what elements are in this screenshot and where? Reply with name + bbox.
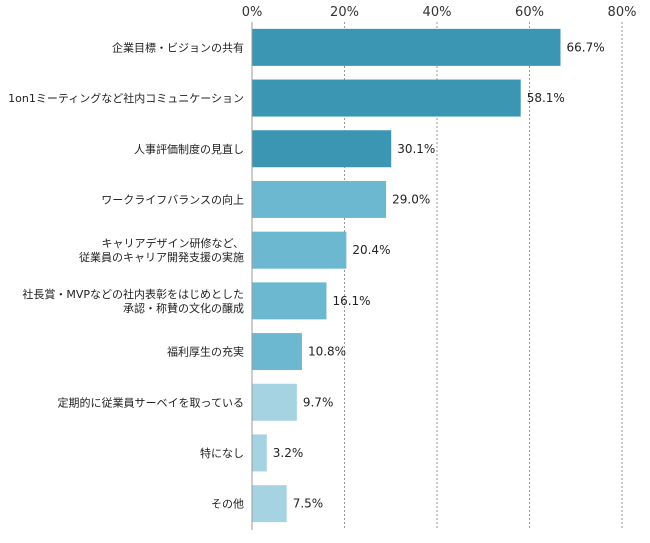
value-label: 3.2% xyxy=(273,446,304,460)
x-tick-label: 40% xyxy=(423,5,452,20)
value-label: 20.4% xyxy=(352,243,390,257)
value-label: 16.1% xyxy=(332,294,370,308)
bar xyxy=(252,28,561,66)
x-tick-label: 60% xyxy=(515,5,544,20)
x-axis-ticks: 0% 20% 40% 60% 80% xyxy=(242,5,637,20)
value-label: 58.1% xyxy=(527,91,565,105)
category-label: 特になし xyxy=(200,446,244,460)
value-label: 9.7% xyxy=(303,395,334,409)
value-label: 29.0% xyxy=(392,192,430,206)
category-label: 定期的に従業員サーベイを取っている xyxy=(58,395,244,409)
category-labels: 企業目標・ビジョンの共有 1on1ミーティングなど社内コミュニケーション人事評価制… xyxy=(8,40,244,510)
bar xyxy=(252,180,387,218)
x-tick-label: 20% xyxy=(330,5,359,20)
category-label: 承認・称賛の文化の醸成 xyxy=(123,301,244,315)
bar xyxy=(252,282,327,320)
category-label: ワークライフバランスの向上 xyxy=(101,192,244,206)
bar xyxy=(252,79,521,117)
value-label: 10.8% xyxy=(308,345,346,359)
bar xyxy=(252,485,287,523)
category-label: 福利厚生の充実 xyxy=(167,345,244,359)
value-label: 30.1% xyxy=(397,142,435,156)
category-label: 企業目標・ビジョンの共有 xyxy=(112,40,244,54)
bar xyxy=(252,333,302,371)
x-tick-label: 0% xyxy=(242,5,263,20)
x-tick-label: 80% xyxy=(608,5,637,20)
category-label: 1on1ミーティングなど社内コミュニケーション xyxy=(8,91,244,105)
category-label: キャリアデザイン研修など、 xyxy=(102,236,244,250)
bar xyxy=(252,434,267,472)
value-label: 66.7% xyxy=(566,40,604,54)
category-label: 従業員のキャリア開発支援の実施 xyxy=(79,250,244,264)
bar xyxy=(252,383,297,421)
bar xyxy=(252,130,392,168)
category-label: その他 xyxy=(211,498,244,511)
value-label: 7.5% xyxy=(293,497,324,511)
bars xyxy=(252,28,561,523)
category-label: 社長賞・MVPなどの社内表彰をはじめとした xyxy=(22,287,244,301)
category-label: 人事評価制度の見直し xyxy=(134,142,244,156)
value-labels: 66.7% 58.1% 30.1% 29.0% 20.4% 16.1% 10.8% 9.7% 3… xyxy=(273,40,605,510)
bar xyxy=(252,231,347,269)
